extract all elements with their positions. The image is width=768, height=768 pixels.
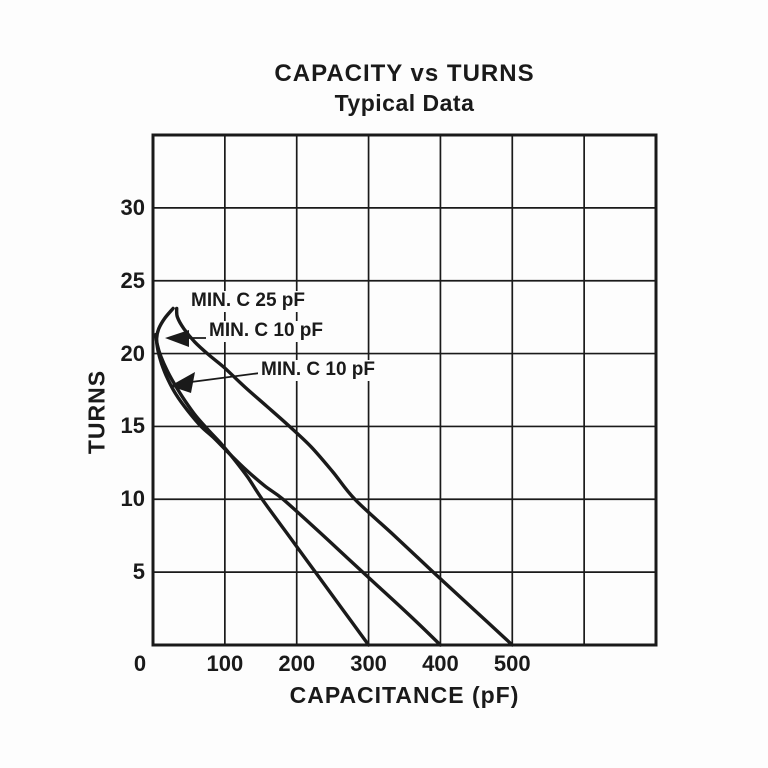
x-tick-label: 0 [133, 651, 147, 676]
annotation-leader-line-1 [190, 372, 261, 383]
x-tick-label: 100 [206, 651, 244, 676]
annotation-arrowhead-icon-1 [170, 372, 195, 393]
curve-label-min-c-10pf-upper: MIN. C 10 pF [206, 320, 327, 342]
y-tick-label: 30 [120, 194, 145, 220]
y-tick-label: 5 [132, 559, 145, 585]
chart-title: CAPACITY vs TURNS [274, 60, 535, 87]
curve-label-min-c-25pf: MIN. C 25 pF [188, 290, 309, 312]
x-tick-label: 300 [350, 651, 387, 676]
annotation-arrowhead-icon-0 [165, 330, 189, 347]
y-tick-label: 15 [120, 413, 145, 439]
plot-border [151, 133, 658, 647]
chart-title-block: CAPACITY vs TURNS Typical Data [153, 60, 656, 117]
curve-min-c-10pf-2 [154, 332, 371, 647]
x-axis-label: CAPACITANCE (pF) [289, 682, 520, 708]
x-tick-label: 200 [278, 651, 316, 676]
curve-label-min-c-10pf-lower: MIN. C 10 pF [258, 359, 379, 381]
x-tick-label: 500 [493, 651, 531, 676]
y-tick-label: 25 [120, 267, 145, 293]
y-tick-label: 10 [120, 486, 145, 512]
y-tick-label: 20 [120, 340, 145, 366]
chart-subtitle: Typical Data [334, 89, 475, 116]
x-tick-label: 400 [422, 651, 459, 676]
